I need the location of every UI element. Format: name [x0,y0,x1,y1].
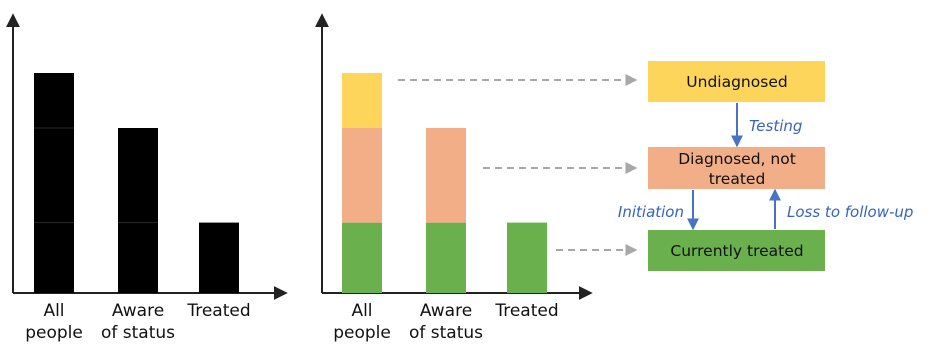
state-boxes: Undiagnosed Diagnosed, not treated Curre… [648,61,825,271]
chart-right-bars [342,73,547,293]
right-label-all-2: people [333,323,391,343]
left-label-aware-2: of status [101,323,175,343]
box-diagnosed-label-1: Diagnosed, not [678,150,796,168]
left-label-aware-1: Aware [112,301,164,321]
chart-left-bars [34,73,239,293]
left-label-all-1: All [43,301,64,321]
right-bar-0-segment-0 [342,222,382,293]
box-undiagnosed-background [648,61,825,102]
right-label-aware-2: of status [409,323,483,343]
flow-labels: Testing Initiation Loss to follow-up [618,117,914,221]
box-treated: Currently treated [648,230,825,271]
right-bar-0-segment-2 [342,73,382,128]
box-diagnosed: Diagnosed, not treated [648,147,825,189]
box-diagnosed-background [648,147,825,189]
right-bar-0-segment-1 [342,128,382,223]
right-label-treated: Treated [494,301,558,321]
left-bar-1 [118,128,158,293]
box-treated-background [648,230,825,271]
right-bar-1-segment-0 [426,222,466,293]
flow-label-testing: Testing [749,117,802,135]
left-bar-2 [199,222,239,293]
right-bar-1-segment-1 [426,128,466,223]
left-label-treated: Treated [186,301,250,321]
flow-arrows [687,103,781,231]
left-label-all-2: people [25,323,83,343]
chart-left-labels: All people Aware of status Treated [25,301,250,343]
flow-label-loss: Loss to follow-up [787,203,913,221]
box-diagnosed-label-2: treated [709,170,766,188]
box-undiagnosed-label: Undiagnosed [686,73,787,91]
chart-right-labels: All people Aware of status Treated [333,301,558,343]
right-label-all-1: All [351,301,372,321]
chart-right: All people Aware of status Treated [315,13,593,343]
box-treated-label: Currently treated [670,242,803,260]
right-bar-2-segment-0 [507,222,547,293]
dashed-connectors [398,74,638,256]
box-undiagnosed: Undiagnosed [648,61,825,102]
flow-label-initiation: Initiation [618,203,684,221]
right-label-aware-1: Aware [420,301,472,321]
chart-left: All people Aware of status Treated [5,13,288,343]
left-bar-0 [34,73,74,293]
